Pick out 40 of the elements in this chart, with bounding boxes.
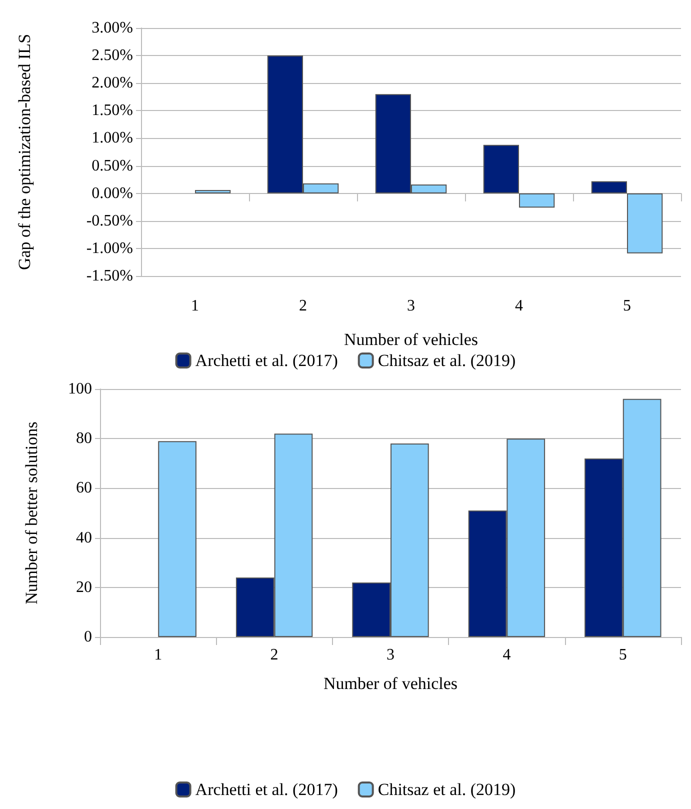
x-axis-title: Number of vehicles: [323, 674, 458, 693]
y-tick-label: 1.50%: [92, 102, 133, 120]
x-axis-title: Number of vehicles: [344, 330, 478, 349]
x-tick-label: 1: [154, 646, 162, 664]
legend-label: Archetti et al. (2017): [195, 351, 338, 370]
bar: [627, 193, 663, 254]
y-tick-label: 2.00%: [92, 74, 133, 92]
bar: [591, 181, 627, 194]
x-tick-label: 4: [502, 646, 511, 664]
y-tick-label: 0.00%: [92, 184, 133, 202]
y-tick-label: 60: [76, 480, 92, 497]
y-tick-label: -1.50%: [86, 268, 133, 284]
bar: [158, 441, 196, 637]
bar: [483, 144, 519, 194]
y-tick-label: 2.50%: [92, 47, 133, 64]
y-tick-label: 0: [84, 628, 92, 646]
x-tick-label: 2: [299, 298, 307, 314]
y-tick-label: -0.50%: [86, 212, 133, 230]
x-tick-label: 2: [270, 646, 278, 664]
x-tick-label: 3: [407, 298, 415, 314]
y-tick-label: 40: [76, 529, 92, 546]
x-tick-label: 3: [386, 646, 394, 664]
bar: [519, 193, 555, 208]
y-axis-title: Gap of the optimization-based ILS: [15, 34, 34, 270]
legend-label: Chitsaz et al. (2019): [378, 780, 516, 799]
x-tick-label: 1: [191, 298, 199, 314]
legend-label: Chitsaz et al. (2019): [378, 351, 516, 370]
y-tick-label: 20: [76, 578, 92, 596]
y-axis-title: Number of better solutions: [22, 422, 41, 604]
x-tick-label: 5: [623, 298, 631, 314]
y-tick-label: -1.00%: [86, 240, 133, 257]
bar: [195, 190, 231, 194]
y-tick-label: 1.00%: [92, 130, 133, 147]
x-tick-label: 5: [618, 646, 627, 664]
y-tick-label: 80: [76, 430, 92, 448]
x-tick-label: 4: [515, 298, 523, 314]
y-tick-label: 100: [68, 380, 92, 398]
y-tick-label: 3.00%: [92, 20, 133, 36]
y-tick-label: 0.50%: [92, 157, 133, 174]
legend-label: Archetti et al. (2017): [195, 780, 338, 799]
